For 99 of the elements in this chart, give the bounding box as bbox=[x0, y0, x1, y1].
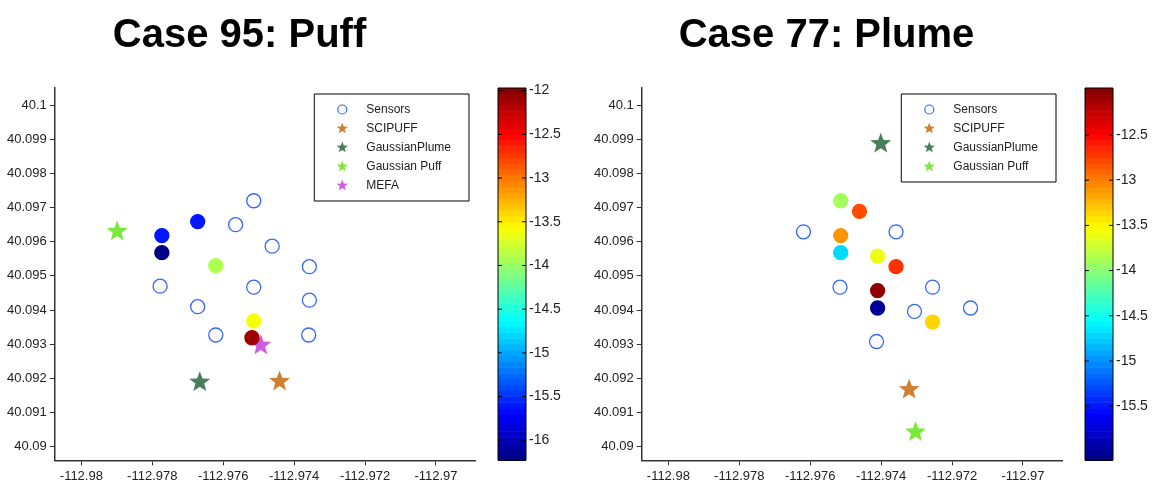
point bbox=[868, 333, 885, 350]
point bbox=[269, 370, 291, 391]
color-bar-label: -13.5 bbox=[529, 212, 562, 229]
y-tick-label: 40.093 bbox=[594, 335, 634, 351]
point bbox=[888, 259, 904, 275]
color-bar-label: -14 bbox=[529, 256, 550, 273]
y-tick-label: 40.09 bbox=[601, 438, 634, 454]
point bbox=[833, 245, 849, 261]
x-tick-label: -112.976 bbox=[198, 467, 249, 483]
y-tick-label: 40.094 bbox=[594, 301, 634, 317]
point bbox=[905, 421, 926, 441]
color-bar-label: -14.5 bbox=[1116, 306, 1149, 323]
point bbox=[851, 203, 868, 219]
point bbox=[244, 330, 260, 346]
point bbox=[869, 300, 886, 316]
y-tick-label: 40.1 bbox=[608, 96, 634, 112]
y-tick-label: 40.09 bbox=[14, 438, 47, 454]
y-tick-label: 40.099 bbox=[594, 130, 634, 146]
point bbox=[888, 224, 904, 240]
y-tick-label: 40.098 bbox=[7, 164, 47, 180]
y-tick-label: 40.097 bbox=[594, 199, 634, 215]
point bbox=[898, 378, 920, 399]
point bbox=[246, 193, 262, 209]
point bbox=[795, 224, 812, 240]
point bbox=[106, 220, 128, 241]
color-bar-label: -15 bbox=[529, 343, 550, 360]
point bbox=[962, 300, 979, 316]
y-tick-label: 40.095 bbox=[594, 267, 634, 283]
color-bar-label: -13.5 bbox=[1116, 216, 1149, 233]
point bbox=[924, 279, 941, 295]
color-bar-label: -15.5 bbox=[1116, 397, 1149, 414]
point bbox=[208, 258, 224, 274]
point bbox=[152, 278, 168, 294]
x-tick-label: -112.97 bbox=[414, 467, 458, 483]
y-tick-label: 40.091 bbox=[7, 404, 47, 420]
color-bar-label: -12.5 bbox=[529, 125, 562, 142]
point bbox=[833, 227, 849, 244]
y-tick-label: 40.1 bbox=[21, 96, 47, 112]
point bbox=[301, 327, 317, 343]
point bbox=[869, 248, 886, 264]
x-tick-label: -112.972 bbox=[339, 467, 391, 483]
color-bar-label: -12.5 bbox=[1116, 125, 1149, 142]
point bbox=[208, 327, 224, 343]
legend-label: GaussianPlume bbox=[953, 139, 1039, 154]
point bbox=[189, 371, 211, 392]
y-tick-label: 40.091 bbox=[594, 404, 634, 420]
x-tick-label: -112.974 bbox=[855, 467, 907, 483]
legend-label: GaussianPlume bbox=[366, 139, 452, 154]
legend-label: SCIPUFF bbox=[953, 120, 1005, 135]
color-bar-label: -14 bbox=[1116, 261, 1137, 278]
x-tick-label: -112.98 bbox=[646, 467, 690, 483]
legend-label: SCIPUFF bbox=[366, 120, 418, 135]
color-bar-label: -14.5 bbox=[529, 300, 562, 317]
y-tick-label: 40.094 bbox=[7, 301, 47, 317]
point bbox=[301, 292, 318, 308]
legend-label: Sensors bbox=[366, 101, 411, 116]
point bbox=[227, 217, 244, 233]
x-tick-label: -112.972 bbox=[926, 467, 978, 483]
point bbox=[246, 279, 262, 295]
color-bar-label: -13 bbox=[1116, 171, 1137, 188]
chart-title: Case 77: Plume bbox=[678, 11, 975, 56]
legend-label: Sensors bbox=[953, 101, 998, 116]
y-tick-label: 40.098 bbox=[594, 164, 634, 180]
x-tick-label: -112.97 bbox=[1001, 467, 1045, 483]
point bbox=[924, 314, 941, 330]
legend-label: Gaussian Puff bbox=[953, 158, 1030, 173]
color-bar-label: -12 bbox=[529, 81, 550, 98]
x-tick-label: -112.98 bbox=[59, 467, 103, 483]
point bbox=[246, 313, 262, 329]
point bbox=[154, 227, 170, 244]
legend-label: Gaussian Puff bbox=[366, 158, 443, 173]
color-bar-label: -13 bbox=[529, 168, 550, 185]
point bbox=[154, 245, 170, 261]
x-tick-label: -112.978 bbox=[127, 467, 178, 483]
y-tick-label: 40.097 bbox=[7, 199, 47, 215]
color-bar-label: -15.5 bbox=[529, 387, 562, 404]
y-tick-label: 40.096 bbox=[594, 233, 634, 249]
point bbox=[869, 282, 886, 299]
chart-title: Case 95: Puff bbox=[112, 11, 367, 56]
legend-label: MEFA bbox=[366, 177, 399, 192]
x-tick-label: -112.978 bbox=[714, 467, 765, 483]
point bbox=[832, 279, 848, 295]
point bbox=[833, 193, 849, 209]
point bbox=[906, 303, 923, 320]
y-tick-label: 40.096 bbox=[7, 233, 47, 249]
y-tick-label: 40.095 bbox=[7, 267, 47, 283]
y-tick-label: 40.092 bbox=[7, 369, 47, 385]
point bbox=[264, 238, 280, 254]
color-bar-label: -15 bbox=[1116, 351, 1137, 368]
point bbox=[870, 132, 892, 153]
point bbox=[190, 213, 206, 230]
y-tick-label: 40.092 bbox=[594, 369, 634, 385]
y-tick-label: 40.093 bbox=[7, 335, 47, 351]
x-tick-label: -112.974 bbox=[268, 467, 320, 483]
y-tick-label: 40.099 bbox=[7, 130, 47, 146]
x-tick-label: -112.976 bbox=[785, 467, 836, 483]
point bbox=[301, 259, 318, 275]
point bbox=[190, 299, 206, 315]
color-bar-label: -16 bbox=[529, 431, 550, 448]
